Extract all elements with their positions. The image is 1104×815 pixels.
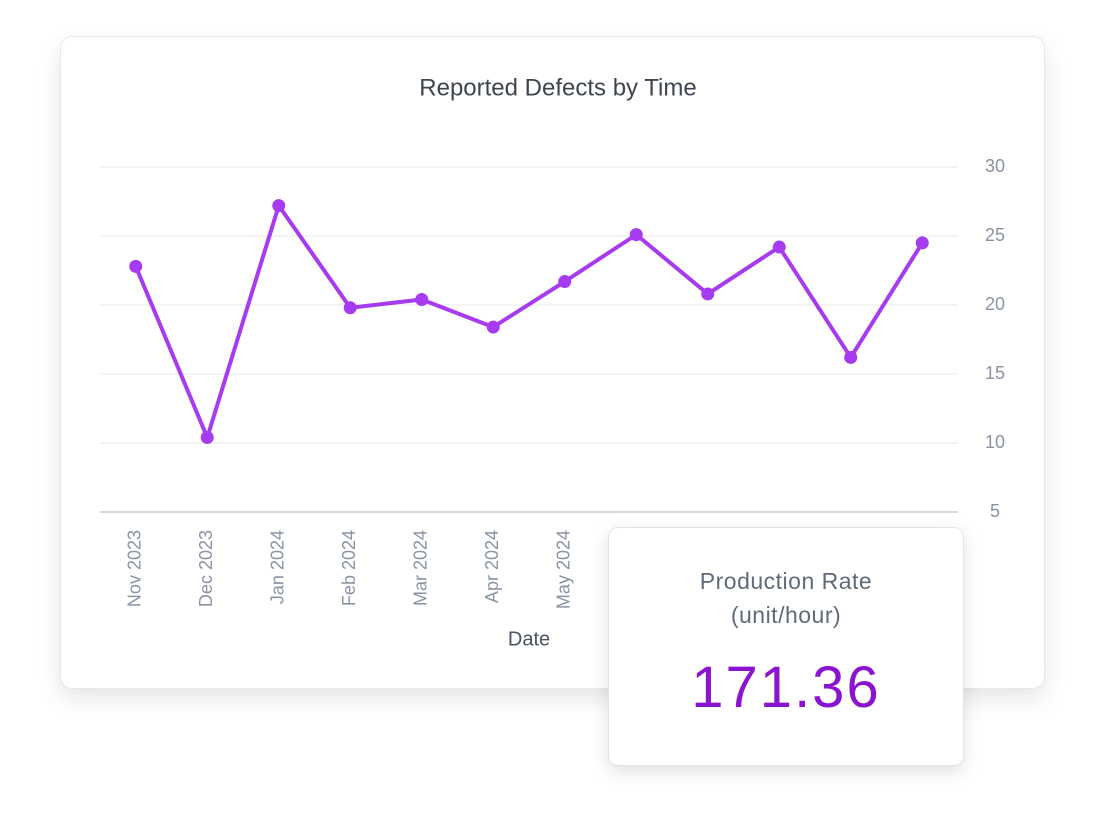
point — [486, 320, 500, 334]
line — [133, 203, 924, 440]
y-tick-label: 30 — [985, 156, 1005, 176]
point — [558, 275, 572, 289]
point — [701, 287, 715, 301]
point — [915, 236, 929, 250]
point — [200, 430, 214, 444]
kpi-label: Production Rate (unit/hour) — [699, 568, 873, 628]
point — [772, 240, 786, 254]
point — [343, 301, 357, 315]
chart-title: Reported Defects by Time — [419, 74, 696, 101]
point — [129, 259, 143, 273]
x-tick-label: May 2024 — [554, 530, 574, 609]
y-tick-label: 15 — [985, 363, 1005, 383]
x-tick-label: Feb 2024 — [339, 530, 359, 606]
point — [415, 292, 429, 306]
y-tick-label: 20 — [985, 294, 1005, 314]
x-tick-label: Jan 2024 — [268, 530, 288, 604]
x-axis-label: Date — [508, 628, 550, 650]
y-tick-label: 5 — [990, 501, 1000, 521]
kpi-value: 171.36 — [691, 655, 881, 720]
point — [844, 350, 858, 364]
point — [272, 199, 286, 213]
x-tick-label: Apr 2024 — [482, 530, 502, 603]
x-tick-label: Mar 2024 — [411, 530, 431, 606]
x-tick-label: Dec 2023 — [196, 530, 216, 607]
point — [629, 228, 643, 242]
y-tick-label: 25 — [985, 225, 1005, 245]
x-tick-label: Nov 2023 — [125, 530, 145, 607]
kpi-card: Production Rate (unit/hour) 171.36 — [608, 527, 964, 766]
y-tick-label: 10 — [985, 432, 1005, 452]
